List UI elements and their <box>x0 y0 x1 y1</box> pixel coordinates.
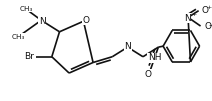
Text: O: O <box>144 69 151 78</box>
Text: O: O <box>204 23 211 32</box>
Text: CH₃: CH₃ <box>11 34 25 40</box>
Text: N: N <box>124 42 131 51</box>
Text: +: + <box>191 12 196 17</box>
Text: N: N <box>39 17 46 26</box>
Text: N: N <box>184 14 191 23</box>
Text: −: − <box>208 23 212 28</box>
Text: NH: NH <box>148 53 161 62</box>
Text: Br: Br <box>24 52 34 61</box>
Text: CH₃: CH₃ <box>19 6 33 12</box>
Text: +: + <box>206 5 212 10</box>
Text: O: O <box>202 6 209 15</box>
Text: O: O <box>83 16 90 25</box>
